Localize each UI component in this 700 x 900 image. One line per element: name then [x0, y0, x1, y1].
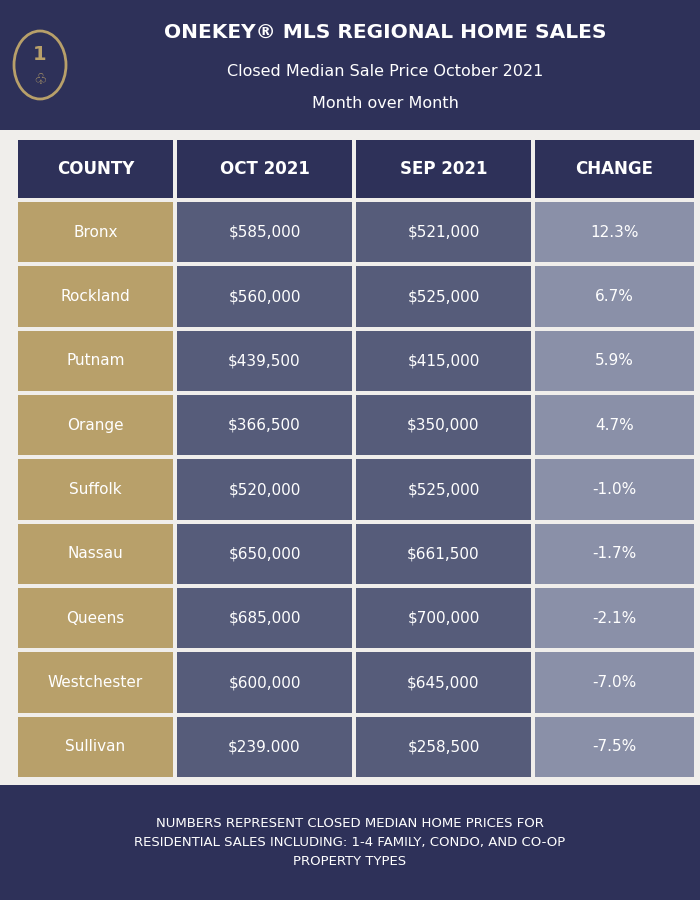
Bar [356, 588, 531, 648]
Ellipse shape [14, 31, 66, 99]
Bar [177, 266, 352, 327]
Bar [356, 652, 531, 713]
Bar [177, 330, 352, 391]
Text: ♧: ♧ [33, 71, 47, 86]
Text: -1.0%: -1.0% [592, 482, 636, 497]
Bar [535, 266, 694, 327]
Bar [356, 330, 531, 391]
Bar [356, 459, 531, 519]
Bar [535, 716, 694, 777]
Text: Closed Median Sale Price October 2021: Closed Median Sale Price October 2021 [227, 65, 543, 79]
Bar [177, 524, 352, 584]
Bar [356, 395, 531, 455]
Text: $560,000: $560,000 [228, 289, 301, 304]
Text: $439,500: $439,500 [228, 354, 301, 368]
Bar [177, 588, 352, 648]
Text: -2.1%: -2.1% [592, 611, 636, 625]
Bar [18, 459, 173, 519]
Text: $585,000: $585,000 [228, 225, 301, 239]
Text: $521,000: $521,000 [407, 225, 480, 239]
Text: 6.7%: 6.7% [595, 289, 634, 304]
Text: $600,000: $600,000 [228, 675, 301, 690]
Bar [18, 652, 173, 713]
Text: Queens: Queens [66, 611, 125, 625]
Bar [18, 140, 173, 198]
Text: OCT 2021: OCT 2021 [220, 160, 309, 178]
Text: 5.9%: 5.9% [595, 354, 634, 368]
Text: $700,000: $700,000 [407, 611, 480, 625]
Bar [535, 140, 694, 198]
Bar [356, 716, 531, 777]
Text: $525,000: $525,000 [407, 482, 480, 497]
Text: Month over Month: Month over Month [312, 95, 458, 111]
Bar [535, 524, 694, 584]
Text: 4.7%: 4.7% [595, 418, 634, 433]
Bar [535, 202, 694, 262]
Text: Suffolk: Suffolk [69, 482, 122, 497]
Text: $366,500: $366,500 [228, 418, 301, 433]
Bar [535, 459, 694, 519]
Text: $258,500: $258,500 [407, 739, 480, 754]
Text: Orange: Orange [67, 418, 124, 433]
Text: SEP 2021: SEP 2021 [400, 160, 487, 178]
Text: 1: 1 [33, 46, 47, 65]
Text: $415,000: $415,000 [407, 354, 480, 368]
Bar [18, 202, 173, 262]
Bar [18, 524, 173, 584]
Text: Putnam: Putnam [66, 354, 125, 368]
Bar [356, 202, 531, 262]
Text: $645,000: $645,000 [407, 675, 480, 690]
Text: -7.5%: -7.5% [592, 739, 636, 754]
Bar [18, 266, 173, 327]
Text: Westchester: Westchester [48, 675, 143, 690]
Text: 12.3%: 12.3% [590, 225, 638, 239]
Bar [177, 395, 352, 455]
Text: NUMBERS REPRESENT CLOSED MEDIAN HOME PRICES FOR
RESIDENTIAL SALES INCLUDING: 1-4: NUMBERS REPRESENT CLOSED MEDIAN HOME PRI… [134, 817, 566, 868]
Bar [0, 785, 700, 900]
Bar [0, 0, 700, 130]
Bar [18, 395, 173, 455]
Text: $520,000: $520,000 [228, 482, 301, 497]
Text: $661,500: $661,500 [407, 546, 480, 562]
Bar [177, 140, 352, 198]
Text: -7.0%: -7.0% [592, 675, 636, 690]
Bar [177, 652, 352, 713]
Bar [177, 202, 352, 262]
Bar [18, 330, 173, 391]
Text: $525,000: $525,000 [407, 289, 480, 304]
Text: $685,000: $685,000 [228, 611, 301, 625]
Text: CHANGE: CHANGE [575, 160, 654, 178]
Bar [356, 140, 531, 198]
Bar [356, 524, 531, 584]
Text: Rockland: Rockland [61, 289, 130, 304]
Bar [535, 395, 694, 455]
Text: -1.7%: -1.7% [592, 546, 636, 562]
Bar [18, 716, 173, 777]
Bar [177, 716, 352, 777]
Bar [535, 330, 694, 391]
Text: ONEKEY® MLS REGIONAL HOME SALES: ONEKEY® MLS REGIONAL HOME SALES [164, 22, 606, 41]
Text: Bronx: Bronx [74, 225, 118, 239]
Text: COUNTY: COUNTY [57, 160, 134, 178]
Text: Nassau: Nassau [68, 546, 123, 562]
Text: $350,000: $350,000 [407, 418, 480, 433]
Bar [535, 588, 694, 648]
Text: $239.000: $239.000 [228, 739, 301, 754]
Text: $650,000: $650,000 [228, 546, 301, 562]
Text: Sullivan: Sullivan [65, 739, 125, 754]
Bar [177, 459, 352, 519]
Bar [356, 266, 531, 327]
Bar [18, 588, 173, 648]
Bar [535, 652, 694, 713]
